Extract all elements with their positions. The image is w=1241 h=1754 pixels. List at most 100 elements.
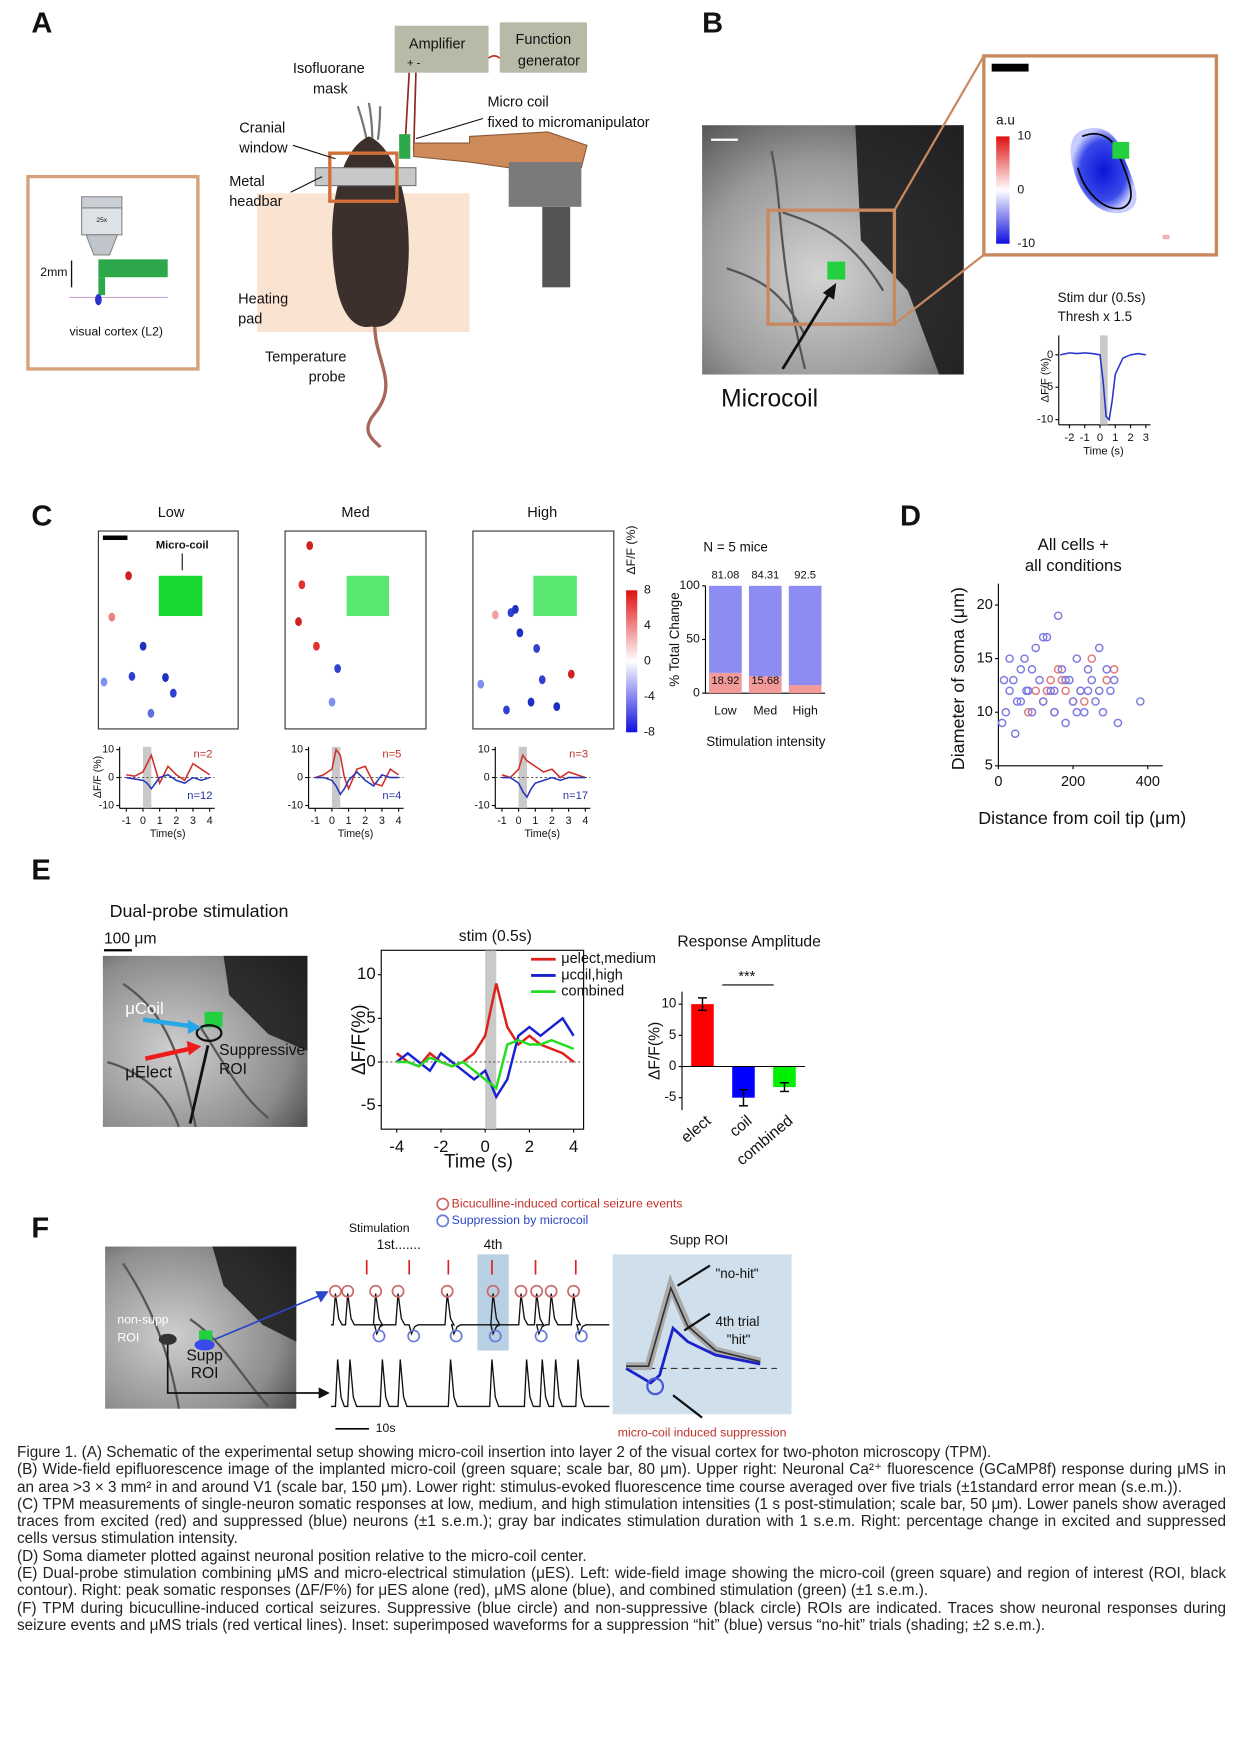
coil-square xyxy=(533,575,577,617)
pointer xyxy=(292,144,336,160)
x-tick-label: 0 xyxy=(1097,432,1103,444)
hit-label: 4th trial xyxy=(716,1314,760,1329)
point xyxy=(1001,707,1011,717)
probe-label: probe xyxy=(309,370,346,386)
point xyxy=(1031,686,1041,696)
y-tick-label: 50 xyxy=(686,632,700,646)
point xyxy=(1076,686,1085,696)
point xyxy=(1061,675,1070,685)
point xyxy=(1016,697,1026,706)
x-tick-label: 3 xyxy=(1143,432,1149,444)
headbar-label: Metal xyxy=(229,174,265,190)
y-tick-label: 100 xyxy=(679,578,700,592)
x-tick-label: 2 xyxy=(362,815,368,827)
x-tick-label: 1 xyxy=(157,815,163,827)
point xyxy=(1038,697,1048,706)
chart-title: Response Amplitude xyxy=(677,934,820,951)
x-tick-label: Low xyxy=(714,703,737,717)
point xyxy=(1136,697,1145,706)
legend-marker xyxy=(436,1197,450,1211)
seizure-marker xyxy=(440,1284,454,1298)
y-tick-label: 10 xyxy=(661,996,676,1011)
caption-paragraph: (E) Dual-probe stimulation combining μMS… xyxy=(17,1565,1226,1600)
suppression-marker xyxy=(488,1329,502,1343)
roi-label: Supp xyxy=(186,1347,223,1364)
trial-label: 1st....... xyxy=(377,1237,421,1252)
point xyxy=(1010,729,1020,738)
legend-label: μcoil,high xyxy=(561,967,623,983)
roi-label: non-supp xyxy=(117,1313,168,1327)
caption-paragraph: (C) TPM measurements of single-neuron so… xyxy=(17,1495,1226,1548)
no-hit-label: "no-hit" xyxy=(716,1266,759,1281)
point xyxy=(1053,611,1063,621)
mask-label: Isofluorane xyxy=(293,61,365,77)
colorbar-tick-label: 4 xyxy=(644,618,651,632)
stim-bar xyxy=(485,950,497,1130)
point xyxy=(1113,718,1123,728)
point xyxy=(1046,686,1055,696)
point xyxy=(1009,675,1018,685)
arrow-head xyxy=(822,282,837,300)
point xyxy=(1087,654,1097,663)
point xyxy=(1102,675,1112,685)
arrow xyxy=(672,1394,703,1419)
value-label: 18.92 xyxy=(711,675,739,687)
seizure-marker xyxy=(391,1284,405,1298)
headbar-label: headbar xyxy=(229,194,282,210)
y-axis-label: ΔF/F (%) xyxy=(1039,358,1051,403)
y-tick-label: 0 xyxy=(1047,349,1053,361)
cell xyxy=(162,673,169,682)
chart-title: stim (0.5s) xyxy=(459,928,532,945)
x-tick-label: 3 xyxy=(190,815,196,827)
suppression-marker xyxy=(407,1329,421,1343)
region-label: visual cortex (L2) xyxy=(70,324,164,338)
coil-label: Micro-coil xyxy=(156,540,209,552)
point xyxy=(1068,697,1078,706)
point xyxy=(1072,654,1082,663)
roi-label: ROI xyxy=(117,1330,139,1344)
suppression-label: micro-coil induced suppression xyxy=(618,1426,787,1440)
cell xyxy=(512,604,519,614)
colorbar-tick-label: -4 xyxy=(644,689,655,703)
inset-frame xyxy=(26,174,200,371)
y-tick-label: 5 xyxy=(985,758,993,774)
colorbar-tick-label: 0 xyxy=(644,654,651,668)
x-tick-label: 2 xyxy=(525,1137,534,1156)
x-tick-label: 3 xyxy=(379,815,385,827)
cell xyxy=(527,697,535,707)
window-label: window xyxy=(238,141,288,157)
point xyxy=(1079,697,1089,706)
pointer xyxy=(415,117,484,140)
point xyxy=(1083,665,1093,674)
arrow-head xyxy=(187,1019,202,1035)
y-tick-label: -10 xyxy=(288,799,303,811)
point xyxy=(997,718,1007,728)
point xyxy=(1057,665,1067,674)
x-tick-label: 4 xyxy=(207,815,213,827)
colorbar-tick-label: 0 xyxy=(1017,182,1024,196)
stim-label: Stimulation xyxy=(349,1221,410,1235)
cell xyxy=(169,688,177,698)
point xyxy=(999,675,1009,685)
point xyxy=(1005,654,1014,663)
annotation: n=2 xyxy=(193,749,212,761)
arrow xyxy=(214,1293,323,1341)
trace xyxy=(330,1359,610,1408)
mask-label: mask xyxy=(313,81,348,97)
roi-box xyxy=(766,208,897,326)
y-tick-label: 15 xyxy=(977,650,993,666)
cell xyxy=(295,617,302,627)
suppression-marker xyxy=(574,1329,588,1343)
colorbar-tick-label: -8 xyxy=(644,725,655,739)
point xyxy=(1022,686,1031,696)
roi xyxy=(194,1339,215,1351)
y-tick-label: 0 xyxy=(366,1051,375,1070)
cell xyxy=(313,641,320,651)
y-tick-label: 5 xyxy=(669,1027,676,1042)
cell xyxy=(328,697,336,707)
annotation: n=12 xyxy=(187,790,212,802)
manipulator xyxy=(413,131,588,169)
window-label: Cranial xyxy=(239,120,285,136)
y-tick-label: -10 xyxy=(1037,414,1053,426)
vessel xyxy=(726,150,885,370)
